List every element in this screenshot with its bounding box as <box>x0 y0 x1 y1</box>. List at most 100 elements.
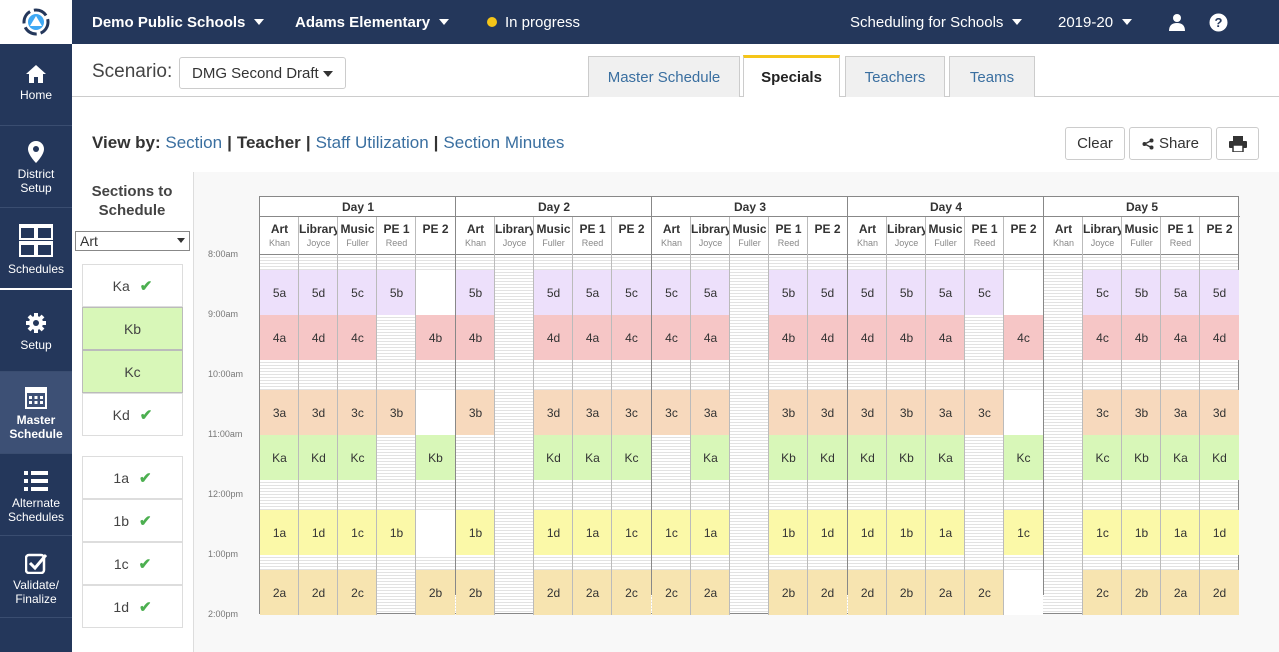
schedule-cell[interactable]: 3b <box>769 390 808 435</box>
schedule-cell[interactable]: 1d <box>808 510 847 555</box>
schedule-cell[interactable]: 3c <box>338 390 377 435</box>
schedule-cell[interactable]: 1b <box>769 510 808 555</box>
schedule-cell[interactable]: 5b <box>887 270 926 315</box>
tab-teachers[interactable]: Teachers <box>845 56 945 97</box>
schedule-cell[interactable]: 1d <box>299 510 338 555</box>
schedule-cell[interactable]: 5d <box>808 270 847 315</box>
schedule-cell[interactable]: 3a <box>1161 390 1200 435</box>
schedule-cell[interactable]: 2d <box>848 570 887 615</box>
schedule-cell[interactable]: 2d <box>534 570 573 615</box>
view-by-section-link[interactable]: Section <box>165 133 223 152</box>
schedule-cell[interactable]: 4d <box>848 315 887 360</box>
schedule-cell[interactable]: 5a <box>1161 270 1200 315</box>
nav-setup[interactable]: Setup <box>0 290 72 372</box>
schedule-cell[interactable]: 5a <box>926 270 965 315</box>
schedule-cell[interactable]: 4b <box>416 315 455 360</box>
schedule-cell[interactable]: 3c <box>1083 390 1122 435</box>
schedule-cell[interactable]: 4d <box>808 315 847 360</box>
schedule-cell[interactable]: 4c <box>1083 315 1122 360</box>
view-by-section-minutes-link[interactable]: Section Minutes <box>443 133 565 152</box>
help-button[interactable]: ? <box>1209 0 1228 44</box>
schedule-cell[interactable]: 1b <box>456 510 495 555</box>
schedule-cell[interactable]: 2c <box>612 570 651 615</box>
schedule-cell[interactable]: 4c <box>612 315 651 360</box>
schedule-cell[interactable]: 3b <box>456 390 495 435</box>
schedule-cell[interactable]: 2d <box>808 570 847 615</box>
schedule-cell[interactable]: 3d <box>299 390 338 435</box>
schedule-cell[interactable]: 4d <box>299 315 338 360</box>
schedule-cell[interactable]: Kd <box>1200 435 1239 480</box>
schedule-cell[interactable]: 2b <box>1122 570 1161 615</box>
schedule-cell[interactable]: 4c <box>1004 315 1043 360</box>
schedule-cell[interactable]: 5c <box>1083 270 1122 315</box>
schedule-cell[interactable]: 3a <box>260 390 299 435</box>
print-button[interactable] <box>1216 127 1259 160</box>
schedule-cell[interactable]: 5a <box>260 270 299 315</box>
schedule-cell[interactable]: 2c <box>338 570 377 615</box>
schedule-cell[interactable]: Kd <box>808 435 847 480</box>
schedule-cell[interactable]: 2a <box>573 570 612 615</box>
schedule-cell[interactable]: 4b <box>769 315 808 360</box>
product-dropdown[interactable]: Scheduling for Schools <box>850 0 1023 44</box>
schedule-cell[interactable]: 1d <box>848 510 887 555</box>
schedule-cell[interactable]: Ka <box>926 435 965 480</box>
schedule-cell[interactable]: 2a <box>260 570 299 615</box>
section-item[interactable]: Kc <box>82 350 183 393</box>
section-item[interactable]: Kb <box>82 307 183 350</box>
section-item[interactable]: 1a ✔ <box>82 456 183 499</box>
schedule-cell[interactable]: 3b <box>887 390 926 435</box>
schedule-cell[interactable]: 3b <box>377 390 416 435</box>
schedule-cell[interactable]: 5d <box>299 270 338 315</box>
year-dropdown[interactable]: 2019-20 <box>1058 0 1133 44</box>
schedule-cell[interactable]: 2b <box>769 570 808 615</box>
app-logo[interactable] <box>0 0 72 44</box>
district-dropdown[interactable]: Demo Public Schools <box>92 0 265 44</box>
schedule-cell[interactable]: 2a <box>926 570 965 615</box>
schedule-cell[interactable]: 5b <box>377 270 416 315</box>
schedule-cell[interactable]: 1d <box>534 510 573 555</box>
schedule-cell[interactable]: Ka <box>1161 435 1200 480</box>
schedule-cell[interactable]: 4d <box>534 315 573 360</box>
schedule-cell[interactable]: 2a <box>1161 570 1200 615</box>
schedule-cell[interactable]: 4b <box>887 315 926 360</box>
schedule-cell[interactable]: 3d <box>848 390 887 435</box>
schedule-cell[interactable]: 4b <box>1122 315 1161 360</box>
schedule-cell[interactable]: 4a <box>573 315 612 360</box>
schedule-cell[interactable]: 3d <box>1200 390 1239 435</box>
schedule-cell[interactable]: 3a <box>926 390 965 435</box>
schedule-cell[interactable]: 3a <box>691 390 730 435</box>
scenario-select[interactable]: DMG Second Draft <box>179 57 346 89</box>
view-by-teacher-selected[interactable]: Teacher <box>236 133 301 152</box>
schedule-cell[interactable]: 2d <box>299 570 338 615</box>
schedule-cell[interactable]: 5c <box>612 270 651 315</box>
section-item[interactable]: 1c ✔ <box>82 542 183 585</box>
schedule-cell[interactable]: 1c <box>652 510 691 555</box>
school-dropdown[interactable]: Adams Elementary <box>295 0 450 44</box>
nav-alternate-schedules[interactable]: Alternate Schedules <box>0 454 72 536</box>
schedule-cell[interactable]: 4a <box>926 315 965 360</box>
schedule-cell[interactable]: 4a <box>1161 315 1200 360</box>
schedule-cell[interactable]: 1a <box>926 510 965 555</box>
schedule-cell[interactable]: 1b <box>377 510 416 555</box>
schedule-cell[interactable]: 5c <box>965 270 1004 315</box>
schedule-cell[interactable]: 2c <box>652 570 691 615</box>
schedule-cell[interactable]: 1a <box>1161 510 1200 555</box>
schedule-cell[interactable]: 2d <box>1200 570 1239 615</box>
schedule-cell[interactable]: 3d <box>808 390 847 435</box>
schedule-cell[interactable]: 5a <box>691 270 730 315</box>
schedule-cell[interactable]: 3d <box>534 390 573 435</box>
nav-district-setup[interactable]: District Setup <box>0 126 72 208</box>
nav-schedules[interactable]: Schedules <box>0 208 72 290</box>
schedule-cell[interactable]: 1c <box>612 510 651 555</box>
section-item[interactable]: Kd ✔ <box>82 393 183 436</box>
schedule-cell[interactable]: 3a <box>573 390 612 435</box>
schedule-cell[interactable]: 2b <box>456 570 495 615</box>
tab-specials[interactable]: Specials <box>743 55 840 97</box>
schedule-cell[interactable]: 1b <box>1122 510 1161 555</box>
schedule-cell[interactable]: Kb <box>769 435 808 480</box>
schedule-cell[interactable]: 5b <box>1122 270 1161 315</box>
section-item[interactable]: 1b ✔ <box>82 499 183 542</box>
schedule-cell[interactable]: 3b <box>1122 390 1161 435</box>
schedule-cell[interactable]: 2a <box>691 570 730 615</box>
schedule-cell[interactable]: 1a <box>573 510 612 555</box>
